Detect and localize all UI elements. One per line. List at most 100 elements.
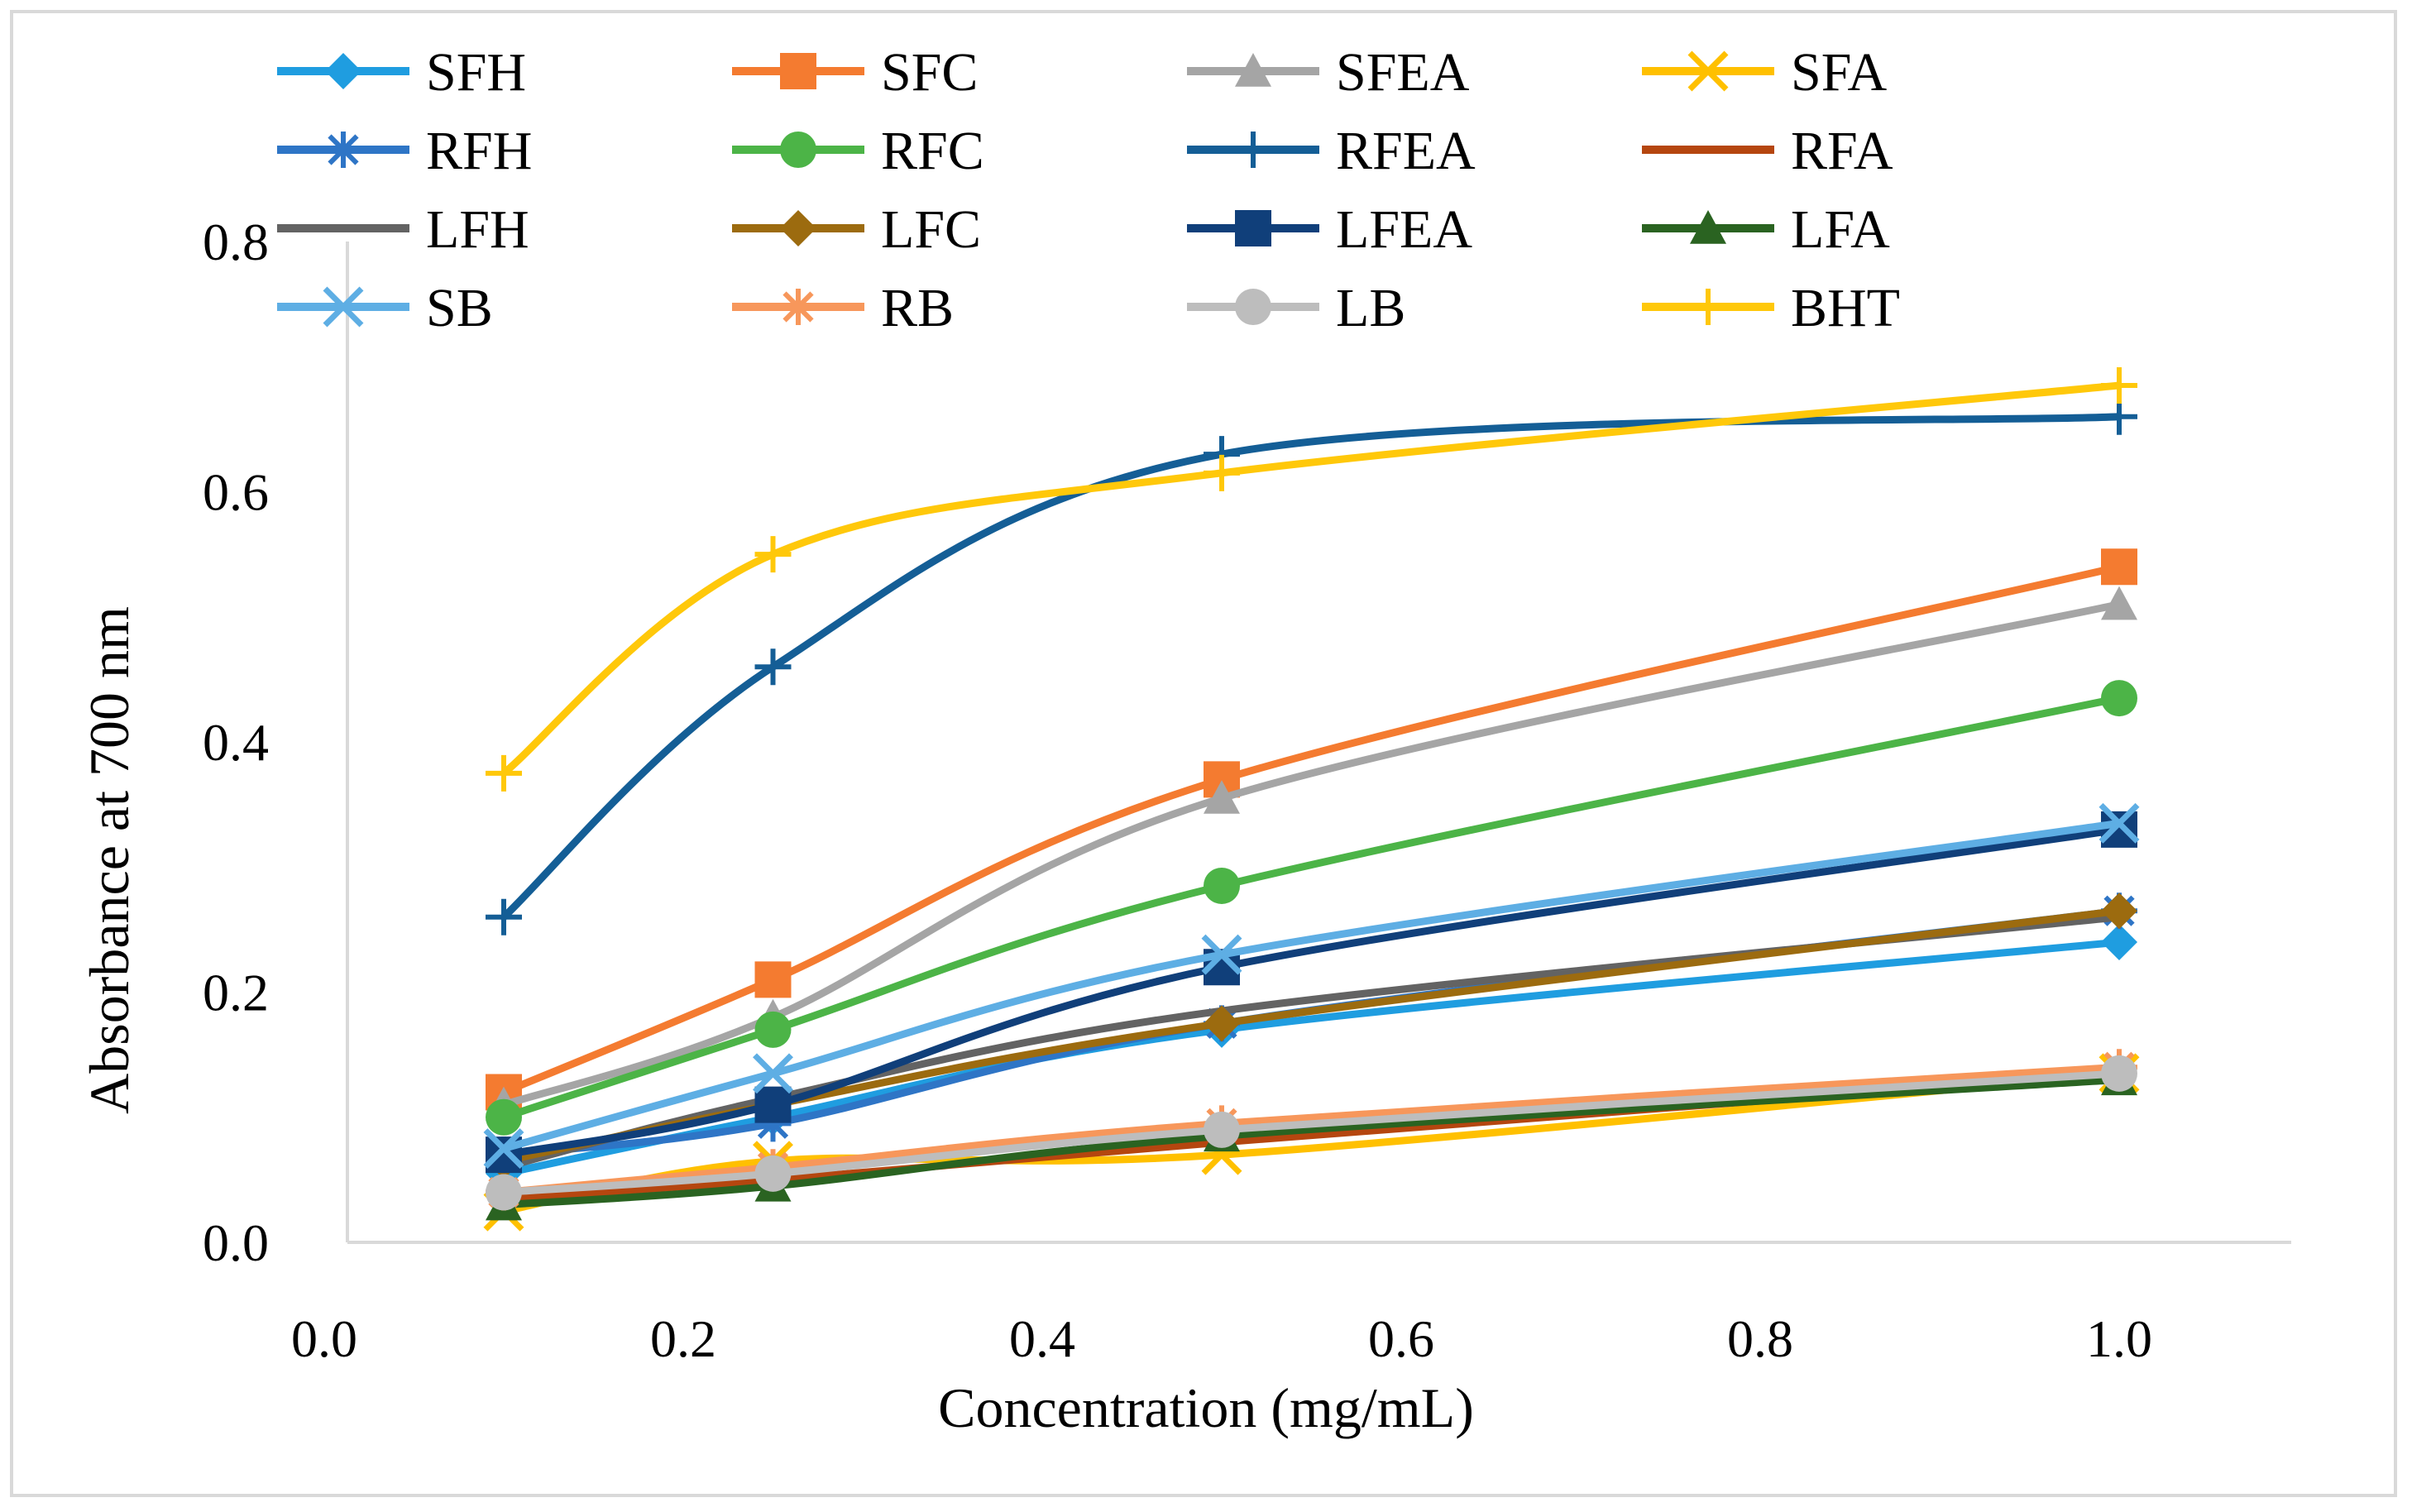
series-line-bht xyxy=(500,381,2123,778)
legend-label-sfea: SFEA xyxy=(1336,42,1470,103)
legend-marker-lfc xyxy=(780,210,816,246)
data-point-lfea xyxy=(754,1086,792,1123)
legend-item-lfc: LFC xyxy=(732,199,981,260)
data-point-lfc xyxy=(2101,892,2137,930)
data-point-lfc xyxy=(1204,1005,1240,1042)
legend-item-lfh: LFH xyxy=(277,199,529,260)
y-tick-label: 0.4 xyxy=(203,713,269,772)
data-point-bht xyxy=(2101,366,2137,404)
data-point-sb xyxy=(753,1053,793,1094)
legend-label-rfc: RFC xyxy=(881,121,984,181)
series-line-lfa xyxy=(500,1075,2123,1209)
series-lines xyxy=(483,366,2140,1232)
data-point-sfea xyxy=(1204,780,1240,814)
legend-item-sfa: SFA xyxy=(1642,42,1888,103)
legend-marker-rfea xyxy=(1235,132,1271,168)
legend-label-lfc: LFC xyxy=(881,199,981,260)
data-point-sfh xyxy=(2101,924,2137,960)
legend-item-rb: RB xyxy=(732,278,954,338)
data-point-lb xyxy=(754,1155,792,1192)
y-tick-label: 0.6 xyxy=(203,463,269,522)
x-tick-label: 0.0 xyxy=(291,1309,357,1368)
legend-marker-rfh xyxy=(325,132,361,168)
data-point-rfea xyxy=(486,898,522,935)
series-sfc xyxy=(486,548,2137,1111)
data-point-rfc xyxy=(2101,680,2137,717)
data-point-sfc xyxy=(754,961,792,998)
y-tick-label: 0.0 xyxy=(203,1213,269,1272)
data-point-sfea xyxy=(2101,586,2137,620)
legend-marker-rfc xyxy=(780,132,816,168)
legend-item-lb: LB xyxy=(1187,278,1405,338)
data-point-bht xyxy=(486,754,522,792)
legend-label-rfa: RFA xyxy=(1791,121,1893,181)
data-point-lb xyxy=(486,1174,522,1211)
legend-label-sfc: SFC xyxy=(881,42,978,103)
series-line-sfc xyxy=(500,562,2123,1096)
legend-marker-sfh xyxy=(325,53,361,89)
data-point-sfc xyxy=(2101,548,2137,586)
series-line-rb xyxy=(500,1063,2123,1196)
legend-item-rfea: RFEA xyxy=(1187,121,1476,181)
legend-marker-lb xyxy=(1235,289,1271,325)
legend-label-lfh: LFH xyxy=(426,199,529,260)
legend-label-bht: BHT xyxy=(1791,278,1900,338)
legend-item-sfea: SFEA xyxy=(1187,42,1470,103)
series-line-rfea xyxy=(500,413,2123,921)
data-point-sb xyxy=(1201,934,1242,975)
series-line-sfea xyxy=(500,600,2123,1109)
legend-marker-lfea xyxy=(1235,210,1271,246)
legend-marker-sfea xyxy=(1235,53,1271,87)
data-point-rfh xyxy=(754,1105,792,1142)
data-point-sb xyxy=(483,1128,524,1170)
data-point-lb xyxy=(1204,1111,1240,1148)
legend-item-lfea: LFEA xyxy=(1187,199,1472,260)
series-lb xyxy=(486,1055,2137,1211)
data-point-lb xyxy=(2101,1055,2137,1092)
legend-label-sfh: SFH xyxy=(426,42,526,103)
x-tick-label: 1.0 xyxy=(2086,1309,2152,1368)
x-tick-label: 0.4 xyxy=(1009,1309,1075,1368)
series-line-lfea xyxy=(500,825,2123,1159)
legend-marker-bht xyxy=(1690,289,1726,325)
series-rfea xyxy=(486,398,2137,935)
legend-label-lfa: LFA xyxy=(1791,199,1890,260)
data-point-rfc xyxy=(486,1098,522,1136)
data-point-rfc xyxy=(1204,867,1240,904)
data-point-sb xyxy=(2099,802,2140,844)
data-point-rfc xyxy=(754,1011,792,1048)
y-tick-label: 0.2 xyxy=(203,964,269,1022)
chart-frame xyxy=(10,10,2397,1497)
legend-item-lfa: LFA xyxy=(1642,199,1890,260)
legend-label-rfh: RFH xyxy=(426,121,532,181)
legend-label-sb: SB xyxy=(426,278,493,338)
legend-label-sfa: SFA xyxy=(1791,42,1888,103)
x-tick-label: 0.6 xyxy=(1368,1309,1434,1368)
legend-marker-rb xyxy=(780,289,816,325)
legend-item-rfc: RFC xyxy=(732,121,984,181)
data-point-rfea xyxy=(2101,398,2137,435)
legend-marker-lfa xyxy=(1690,210,1726,244)
x-axis-title: Concentration (mg/mL) xyxy=(938,1376,1474,1439)
data-point-rfea xyxy=(754,648,792,686)
series-bht xyxy=(486,366,2137,792)
series-sb xyxy=(483,802,2140,1170)
series-line-lb xyxy=(500,1069,2123,1196)
legend: SFH SFC SFEA SFA RFH RFC RFEA RFA LFH LFC LFEA LFA S… xyxy=(277,42,1900,338)
data-point-bht xyxy=(1204,454,1240,491)
legend-item-sfc: SFC xyxy=(732,42,978,103)
legend-label-rb: RB xyxy=(881,278,954,338)
legend-item-sb: SB xyxy=(277,278,493,338)
x-tick-label: 0.8 xyxy=(1727,1309,1793,1368)
x-tick-label: 0.2 xyxy=(650,1309,716,1368)
data-point-lfea xyxy=(2101,811,2137,848)
y-tick-label: 0.8 xyxy=(203,213,269,271)
legend-label-rfea: RFEA xyxy=(1336,121,1476,181)
legend-marker-sb xyxy=(323,286,364,328)
axes: 0.0 0.2 0.4 0.6 0.8 0.0 0.2 0.4 0.6 0.8 1.0 xyxy=(203,213,2291,1368)
series-line-sb xyxy=(500,819,2123,1153)
legend-marker-sfc xyxy=(780,53,816,89)
legend-label-lfea: LFEA xyxy=(1336,199,1472,260)
y-axis-title: Absorbance at 700 nm xyxy=(78,606,141,1114)
